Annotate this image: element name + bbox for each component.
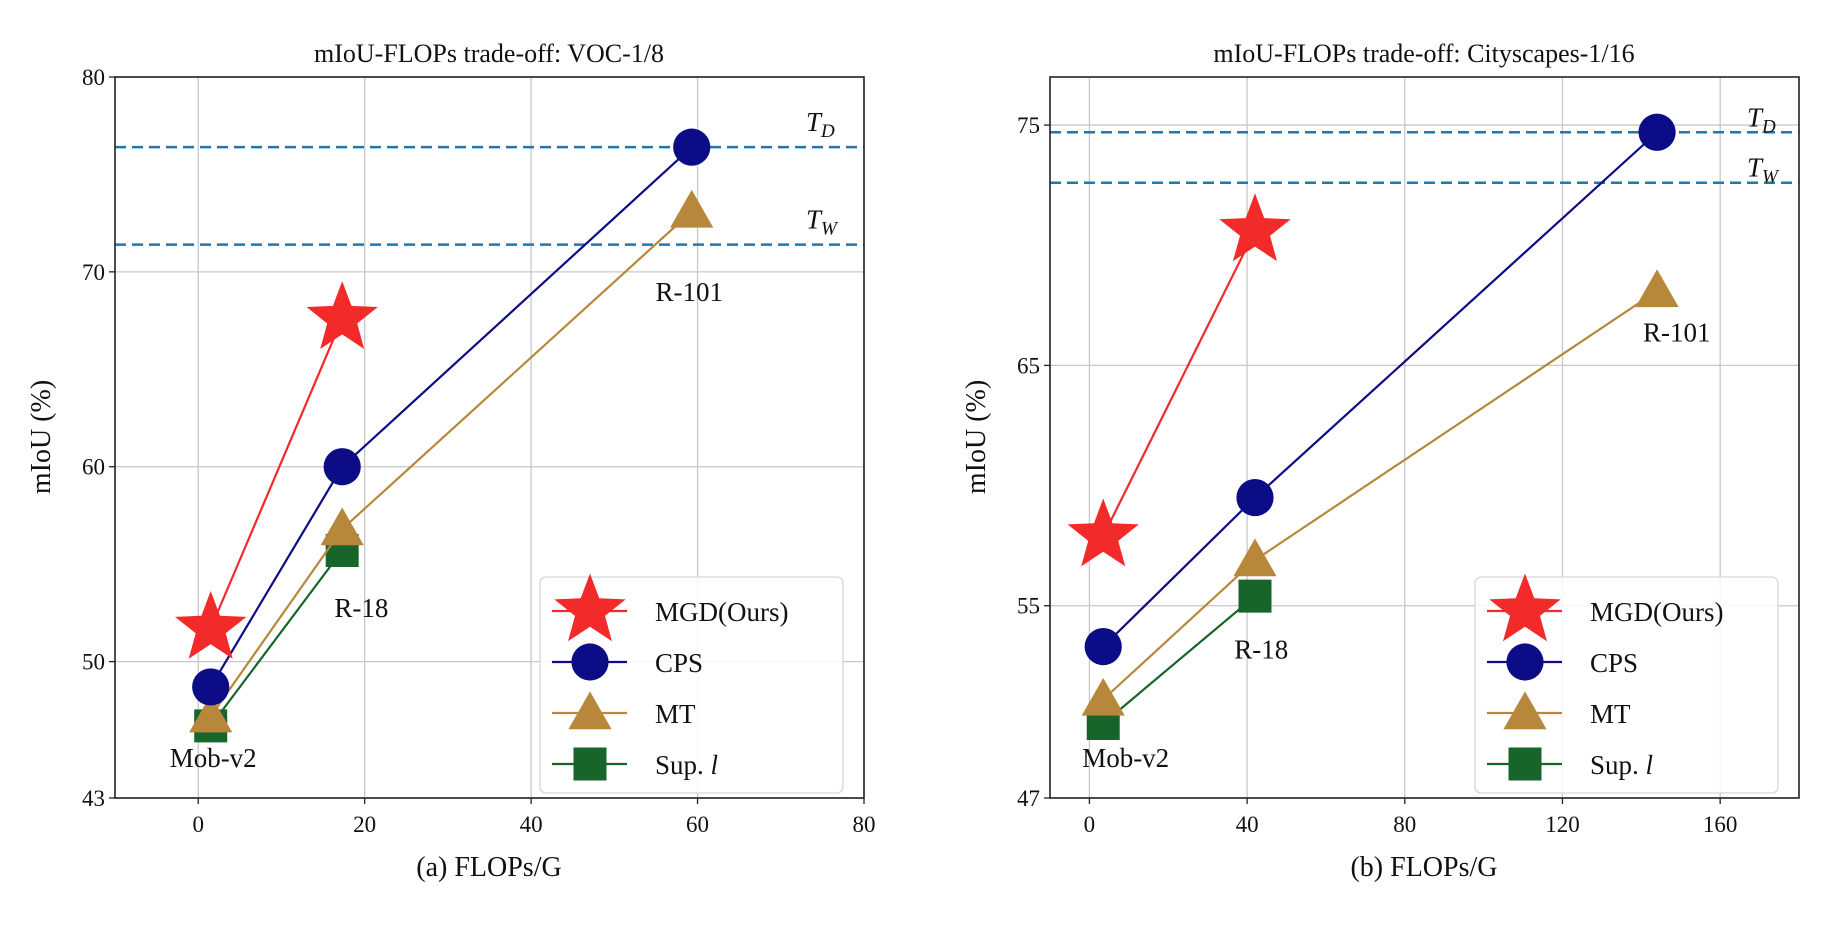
x-tick-label: 20 <box>353 812 376 837</box>
backbone-annotation: R-18 <box>1234 635 1288 665</box>
legend-label: Sup. l <box>655 750 718 780</box>
data-point-circle <box>1236 478 1274 517</box>
y-axis-label: mIoU (%) <box>961 380 992 494</box>
series-line-star <box>209 318 344 629</box>
y-tick-label: 50 <box>82 650 105 675</box>
threshold-subscript: W <box>821 219 839 240</box>
y-tick-label: 60 <box>82 455 105 480</box>
y-tick-label: 65 <box>1017 353 1040 378</box>
y-tick-label: 80 <box>82 65 105 90</box>
threshold-subscript: D <box>820 121 835 142</box>
chart-title: mIoU-FLOPs trade-off: VOC-1/8 <box>314 39 664 68</box>
data-point-triangle <box>1635 269 1679 308</box>
series-line-circle <box>1102 131 1658 648</box>
legend-label: Sup. l <box>1590 750 1653 780</box>
x-axis-label: (a) FLOPs/G <box>416 852 561 883</box>
x-tick-label: 40 <box>520 812 543 837</box>
legend-label: MT <box>655 699 696 729</box>
threshold-symbol: T <box>806 107 823 137</box>
threshold-label: TW <box>806 205 839 240</box>
chart-title: mIoU-FLOPs trade-off: Cityscapes-1/16 <box>1213 39 1634 68</box>
legend-box <box>1474 576 1779 794</box>
data-point-circle <box>192 668 230 706</box>
threshold-label: TD <box>1747 102 1776 137</box>
data-point-circle <box>1638 113 1676 151</box>
legend-label: MGD(Ours) <box>1590 597 1723 627</box>
axes-frame <box>1049 76 1800 799</box>
legend-label: MGD(Ours) <box>655 597 788 627</box>
legend-marker-star <box>554 573 626 642</box>
legend-label-italic: l <box>711 750 719 780</box>
threshold-subscript: W <box>1762 167 1780 188</box>
threshold-label: TD <box>806 107 835 142</box>
legend-label: CPS <box>1590 648 1638 678</box>
x-tick-label: 120 <box>1545 812 1580 837</box>
legend-label-italic: l <box>1646 750 1654 780</box>
axes-frame <box>114 76 865 799</box>
legend-marker-circle <box>1506 643 1544 681</box>
chart-voc: mIoU-FLOPs trade-off: VOC-1/8 (a) FLOPs/… <box>26 39 876 883</box>
legend-label: CPS <box>655 648 703 678</box>
data-point-star <box>1067 498 1139 567</box>
legend-marker-circle <box>571 643 609 681</box>
data-point-circle <box>1084 627 1122 666</box>
backbone-annotation: R-18 <box>334 593 388 623</box>
threshold-label: TW <box>1747 153 1780 188</box>
legend-label: MT <box>1590 699 1631 729</box>
data-point-star <box>306 281 378 349</box>
backbone-annotation: R-101 <box>1643 317 1711 347</box>
backbone-annotation: Mob-v2 <box>1082 743 1169 773</box>
x-axis-label: (b) FLOPs/G <box>1350 852 1497 883</box>
legend-marker-square <box>1508 747 1542 781</box>
x-tick-label: 160 <box>1703 812 1738 837</box>
data-point-triangle <box>189 694 233 733</box>
y-tick-label: 47 <box>1017 786 1040 811</box>
legend-marker-star <box>1489 573 1561 642</box>
data-point-triangle <box>670 189 714 228</box>
data-point-star <box>175 591 247 659</box>
data-point-circle <box>323 448 361 486</box>
y-axis-label: mIoU (%) <box>26 380 57 494</box>
series-line-star <box>1102 230 1256 537</box>
x-tick-label: 0 <box>192 812 204 837</box>
data-point-circle <box>673 128 711 166</box>
x-tick-label: 60 <box>686 812 709 837</box>
series-line-square <box>1102 595 1256 725</box>
legend-marker-triangle <box>1503 691 1547 730</box>
legend-box <box>539 576 844 794</box>
y-tick-label: 70 <box>82 260 105 285</box>
y-tick-label: 75 <box>1017 113 1040 138</box>
y-tick-label: 55 <box>1017 594 1040 619</box>
data-point-square <box>1238 579 1272 613</box>
threshold-symbol: T <box>1747 102 1764 132</box>
legend: MGD(Ours) CPS MT Sup. l <box>1474 573 1779 794</box>
data-point-star <box>1219 193 1291 262</box>
threshold-symbol: T <box>1747 153 1764 183</box>
data-point-triangle <box>1233 538 1277 577</box>
x-tick-label: 0 <box>1084 812 1096 837</box>
x-tick-label: 80 <box>853 812 876 837</box>
chart-cityscapes: mIoU-FLOPs trade-off: Cityscapes-1/16 (b… <box>961 39 1800 883</box>
legend-marker-triangle <box>568 691 612 730</box>
threshold-subscript: D <box>1761 116 1776 137</box>
legend-label-prefix: Sup. <box>655 750 711 780</box>
legend-label-prefix: Sup. <box>1590 750 1646 780</box>
data-point-triangle <box>1081 677 1125 716</box>
legend-marker-square <box>573 747 607 781</box>
legend: MGD(Ours) CPS MT Sup. l <box>539 573 844 794</box>
x-tick-label: 40 <box>1236 812 1259 837</box>
data-point-triangle <box>320 507 364 546</box>
backbone-annotation: R-101 <box>655 277 723 307</box>
series-line-square <box>209 549 344 727</box>
threshold-symbol: T <box>806 205 823 235</box>
backbone-annotation: Mob-v2 <box>170 743 257 773</box>
y-tick-label: 43 <box>82 786 105 811</box>
x-tick-label: 80 <box>1393 812 1416 837</box>
